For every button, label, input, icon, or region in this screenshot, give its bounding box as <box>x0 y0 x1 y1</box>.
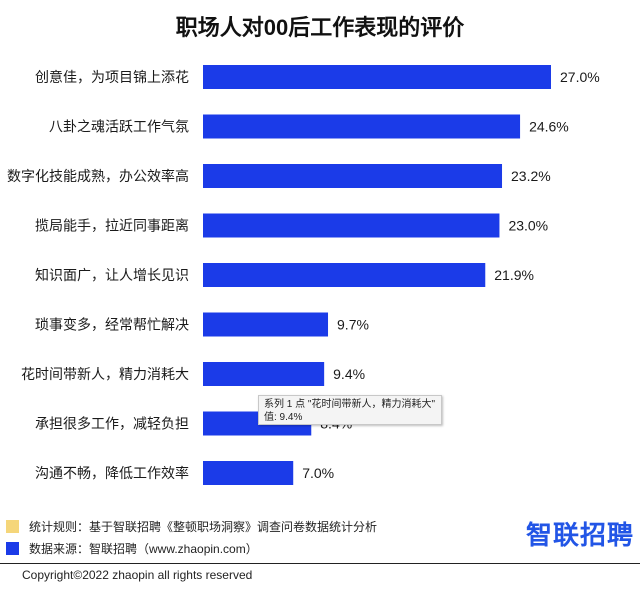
bar[interactable] <box>203 65 551 89</box>
footnote-rule: 统计规则：基于智联招聘《整顿职场洞察》调查问卷数据统计分析 <box>6 518 377 535</box>
chart-title: 职场人对00后工作表现的评价 <box>175 15 465 40</box>
value-label: 23.0% <box>508 218 548 234</box>
footnote-source: 数据来源：智联招聘（www.zhaopin.com） <box>6 540 258 557</box>
footer-divider <box>0 563 640 564</box>
value-label: 9.4% <box>333 366 365 382</box>
footnote-source-text: 数据来源：智联招聘（www.zhaopin.com） <box>29 542 258 556</box>
bar[interactable] <box>203 312 329 337</box>
value-label: 23.2% <box>511 168 551 184</box>
tooltip-value-line: 值: 9.4% <box>264 412 303 423</box>
value-label: 27.0% <box>560 69 600 85</box>
zhaopin-logo: 智联招聘 <box>526 520 635 550</box>
bar[interactable] <box>203 263 486 287</box>
value-label: 7.0% <box>302 465 334 481</box>
value-label: 21.9% <box>494 267 534 283</box>
bar[interactable] <box>203 164 503 188</box>
footnote-source-swatch <box>6 542 19 555</box>
category-label: 知识面广，让人增长见识 <box>35 267 189 283</box>
footnote-rule-text: 统计规则：基于智联招聘《整顿职场洞察》调查问卷数据统计分析 <box>29 520 378 534</box>
data-tooltip: 系列 1 点 "花时间带新人，精力消耗大" 值: 9.4% <box>258 395 442 425</box>
category-label: 揽局能手，拉近同事距离 <box>35 218 189 234</box>
bar[interactable] <box>203 461 294 485</box>
category-label: 数字化技能成熟，办公效率高 <box>7 168 189 184</box>
category-label: 创意佳，为项目锦上添花 <box>35 69 189 85</box>
value-label: 9.7% <box>337 317 369 333</box>
tooltip-series-line: 系列 1 点 "花时间带新人，精力消耗大" <box>264 399 435 410</box>
category-label: 沟通不畅，降低工作效率 <box>35 465 189 481</box>
category-label: 承担很多工作，减轻负担 <box>35 416 189 432</box>
value-label: 24.6% <box>529 119 569 135</box>
category-label: 花时间带新人，精力消耗大 <box>21 366 189 382</box>
bar[interactable] <box>203 213 500 238</box>
footnote-rule-swatch <box>6 520 19 533</box>
bar[interactable] <box>203 362 325 386</box>
bar[interactable] <box>203 114 521 139</box>
category-label: 琐事变多，经常帮忙解决 <box>35 317 189 333</box>
bar-chart: 创意佳，为项目锦上添花 27.0% 八卦之魂活跃工作气氛 24.6% 数字化技能成熟，办… <box>7 65 600 485</box>
copyright-text: Copyright©2022 zhaopin all rights reserv… <box>22 568 253 582</box>
category-label: 八卦之魂活跃工作气氛 <box>49 119 189 135</box>
